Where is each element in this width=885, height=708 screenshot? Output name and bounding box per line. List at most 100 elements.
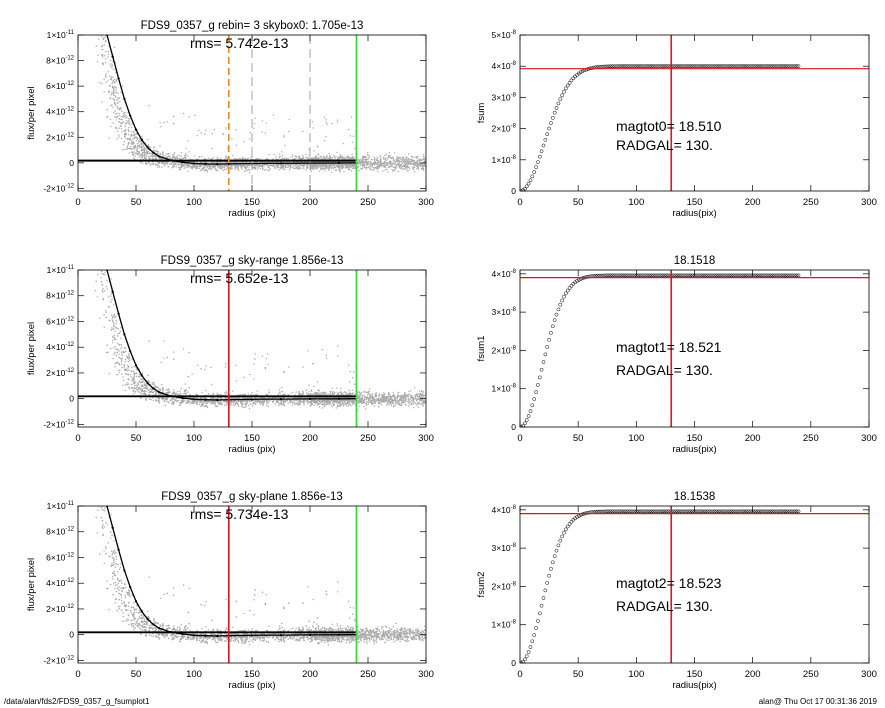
scatter-point (380, 160, 382, 163)
scatter-point (235, 129, 237, 131)
x-tick-label: 150 (244, 197, 260, 208)
scatter-point (325, 122, 328, 124)
scatter-point (296, 163, 298, 165)
scatter-point (252, 405, 254, 407)
scatter-point (287, 166, 289, 168)
scatter-point (245, 168, 247, 170)
scatter-point (148, 153, 150, 155)
scatter-point (141, 154, 143, 156)
scatter-point (288, 130, 290, 133)
scatter-point (172, 403, 175, 405)
growth-curve-point (655, 64, 659, 69)
growth-curve-point (763, 64, 767, 69)
y-tick-label: 1×10-8 (492, 155, 517, 165)
scatter-point (130, 147, 133, 150)
scatter-point (295, 391, 297, 393)
scatter-point (127, 367, 129, 369)
scatter-point (133, 151, 135, 153)
scatter-point (141, 141, 143, 143)
scatter-point (114, 116, 116, 118)
scatter-point (413, 166, 415, 168)
scatter-point (182, 112, 185, 115)
scatter-point (181, 163, 183, 165)
scatter-point (408, 162, 410, 164)
scatter-point (416, 164, 419, 167)
scatter-point (286, 164, 288, 166)
growth-curve-point (740, 64, 745, 69)
scatter-point (119, 122, 122, 124)
scatter-point (417, 167, 419, 169)
growth-curve-point (751, 64, 756, 69)
growth-curve-point (714, 64, 719, 69)
scatter-point (87, 4, 88, 5)
scatter-point (189, 158, 191, 160)
scatter-point (94, 208, 95, 209)
scatter-point (145, 155, 147, 157)
scatter-point (98, 1, 99, 2)
scatter-point (402, 159, 404, 161)
scatter-point (136, 149, 138, 151)
scatter-point (336, 151, 338, 153)
scatter-point (254, 122, 256, 125)
scatter-point (195, 158, 198, 160)
scatter-point (95, 165, 96, 166)
scatter-point (94, 179, 95, 180)
scatter-point (323, 168, 325, 170)
scatter-point (253, 127, 255, 129)
scatter-point (268, 391, 270, 394)
scatter-point (176, 157, 179, 160)
scatter-point (173, 153, 175, 155)
growth-curve-point (621, 64, 626, 69)
scatter-point (253, 363, 255, 365)
scatter-point (225, 168, 227, 171)
scatter-point (148, 155, 150, 157)
scatter-point (235, 144, 238, 146)
scatter-point (361, 157, 363, 159)
scatter-point (121, 121, 123, 124)
scatter-point (105, 75, 107, 77)
scatter-point (340, 167, 343, 170)
scatter-point (388, 151, 390, 154)
scatter-point (100, 231, 101, 232)
scatter-point (221, 168, 223, 170)
scatter-point (361, 159, 363, 161)
scatter-point (348, 166, 350, 168)
scatter-point (384, 157, 387, 159)
scatter-point (229, 167, 231, 169)
scatter-point (175, 166, 177, 168)
scatter-point (113, 101, 116, 104)
scatter-point (173, 165, 175, 167)
scatter-point (408, 168, 411, 170)
scatter-point (351, 157, 353, 159)
growth-curve-point (578, 70, 583, 75)
scatter-point (91, 29, 92, 30)
y-tick-label: 4×10-8 (492, 61, 517, 71)
scatter-point (378, 164, 380, 166)
scatter-point (259, 161, 262, 163)
growth-curve-point (778, 64, 782, 69)
scatter-point (126, 148, 128, 150)
scatter-point (127, 360, 129, 363)
scatter-point (163, 340, 165, 342)
scatter-point (402, 158, 404, 160)
scatter-point (119, 106, 122, 109)
plot-frame (519, 34, 870, 192)
scatter-point (376, 166, 378, 169)
scatter-point (207, 168, 210, 170)
scatter-point (114, 110, 116, 112)
growth-curve-point (783, 64, 788, 69)
scatter-point (306, 158, 309, 160)
scatter-point (297, 400, 300, 403)
scatter-point (382, 162, 384, 164)
profile-point (216, 163, 219, 166)
scatter-point (347, 157, 350, 159)
scatter-point (297, 165, 300, 168)
scatter-point (101, 82, 103, 85)
scatter-point (208, 166, 210, 168)
scatter-point (148, 398, 150, 400)
scatter-point (110, 11, 111, 12)
scatter-point (196, 167, 198, 169)
scatter-point (352, 141, 354, 143)
scatter-point (89, 127, 90, 128)
scatter-point (132, 153, 135, 155)
